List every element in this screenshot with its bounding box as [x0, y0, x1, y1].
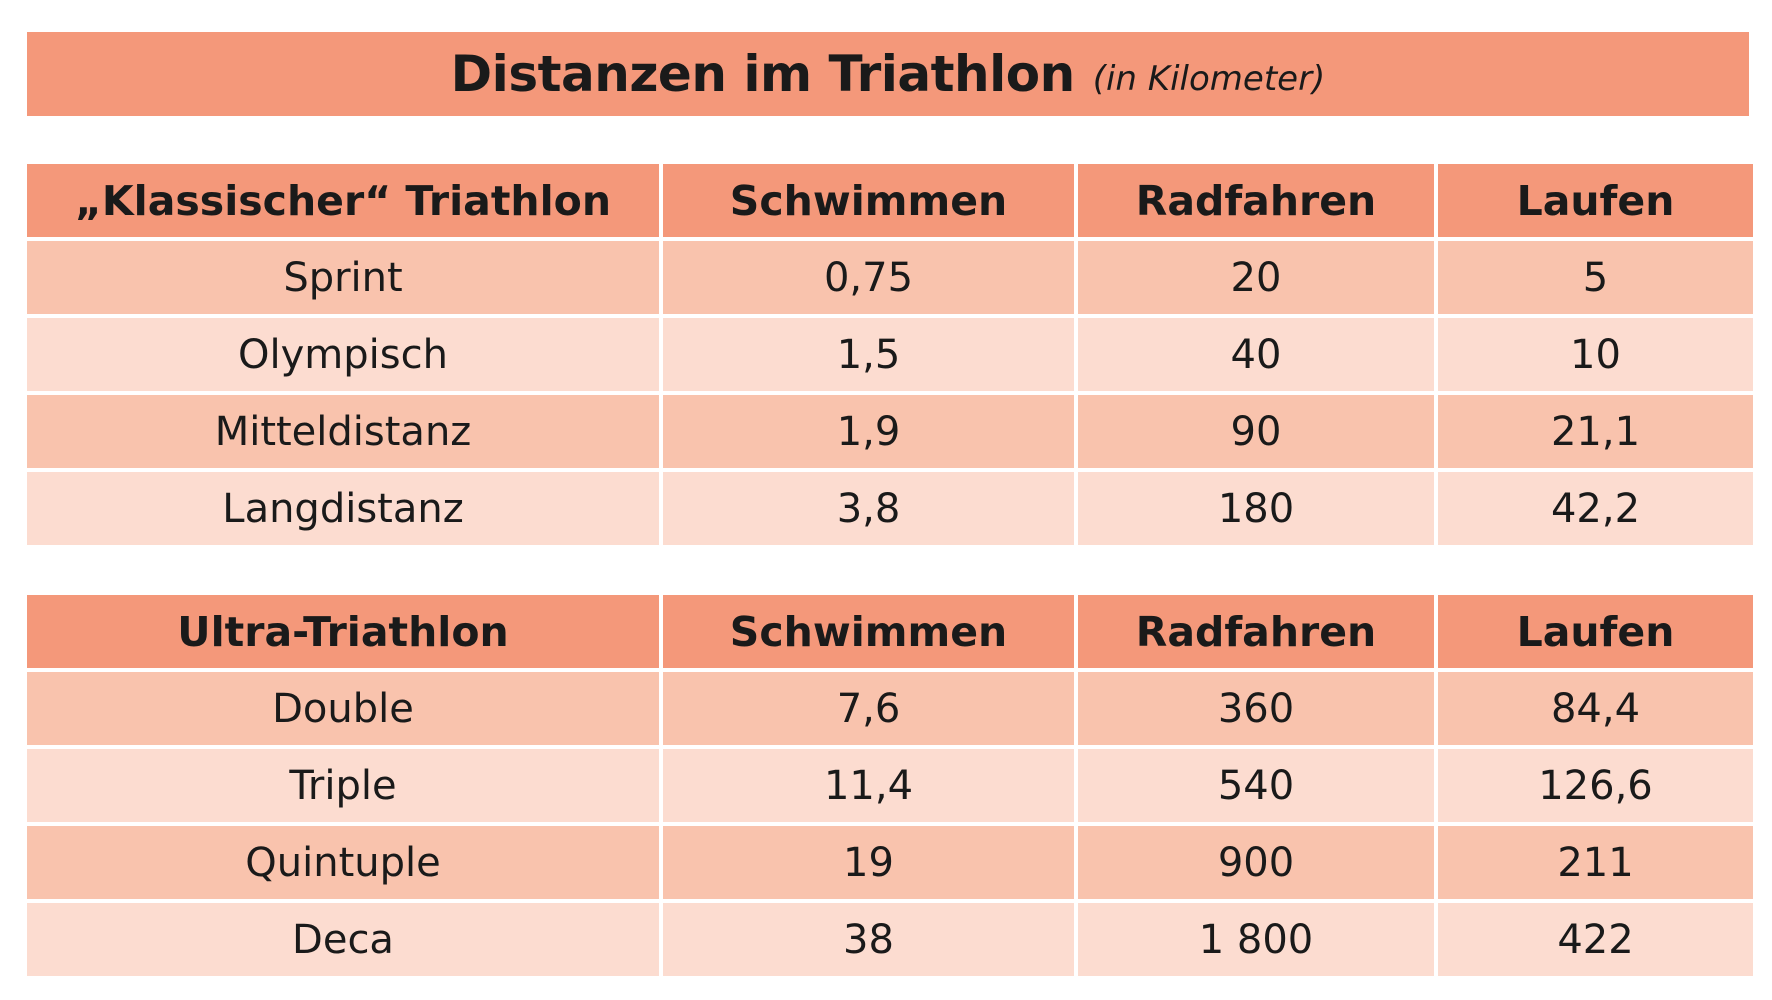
- title-bar: Distanzen im Triathlon (in Kilometer): [27, 32, 1749, 116]
- table-cell: 5: [1438, 241, 1753, 314]
- row-label-cell: Olympisch: [27, 318, 659, 391]
- table-cell: 84,4: [1438, 672, 1753, 745]
- column-header: Laufen: [1438, 164, 1753, 237]
- row-label-cell: Deca: [27, 903, 659, 976]
- table-cell: 38: [663, 903, 1074, 976]
- column-header: Schwimmen: [663, 164, 1074, 237]
- table-cell: 10: [1438, 318, 1753, 391]
- column-header: „Klassischer“ Triathlon: [27, 164, 659, 237]
- table-cell: 180: [1078, 472, 1434, 545]
- column-header: Ultra-Triathlon: [27, 595, 659, 668]
- row-label-cell: Mitteldistanz: [27, 395, 659, 468]
- row-label-cell: Triple: [27, 749, 659, 822]
- table-cell: 0,75: [663, 241, 1074, 314]
- table-cell: 360: [1078, 672, 1434, 745]
- row-label-cell: Langdistanz: [27, 472, 659, 545]
- table-cell: 11,4: [663, 749, 1074, 822]
- column-header: Radfahren: [1078, 595, 1434, 668]
- table-cell: 540: [1078, 749, 1434, 822]
- column-header: Laufen: [1438, 595, 1753, 668]
- row-label-cell: Double: [27, 672, 659, 745]
- table-cell: 20: [1078, 241, 1434, 314]
- page-subtitle: (in Kilometer): [1092, 59, 1326, 99]
- table-cell: 1 800: [1078, 903, 1434, 976]
- table-cell: 1,9: [663, 395, 1074, 468]
- table-cell: 1,5: [663, 318, 1074, 391]
- ultra-triathlon-table: Ultra-Triathlon Schwimmen Radfahren Laufen D…: [27, 595, 1753, 976]
- column-header: Radfahren: [1078, 164, 1434, 237]
- table-cell: 7,6: [663, 672, 1074, 745]
- row-label-cell: Sprint: [27, 241, 659, 314]
- row-label-cell: Quintuple: [27, 826, 659, 899]
- table-cell: 42,2: [1438, 472, 1753, 545]
- table-cell: 40: [1078, 318, 1434, 391]
- classic-triathlon-table: „Klassischer“ Triathlon Schwimmen Radfahre…: [27, 164, 1753, 545]
- table-cell: 90: [1078, 395, 1434, 468]
- table-cell: 422: [1438, 903, 1753, 976]
- page-title: Distanzen im Triathlon: [450, 45, 1076, 103]
- table-cell: 900: [1078, 826, 1434, 899]
- table-cell: 126,6: [1438, 749, 1753, 822]
- column-header: Schwimmen: [663, 595, 1074, 668]
- table-cell: 3,8: [663, 472, 1074, 545]
- table-cell: 211: [1438, 826, 1753, 899]
- table-cell: 19: [663, 826, 1074, 899]
- table-cell: 21,1: [1438, 395, 1753, 468]
